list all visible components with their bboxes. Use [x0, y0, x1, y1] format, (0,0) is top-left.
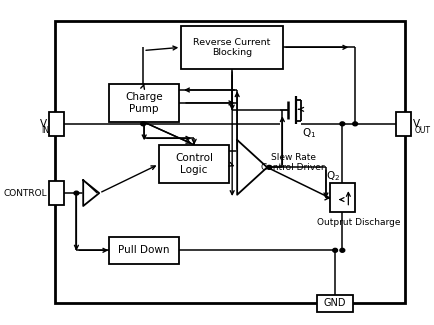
- Text: OUT: OUT: [414, 126, 430, 136]
- Text: Outprut Discharge: Outprut Discharge: [316, 218, 399, 227]
- Text: Slew Rate
Control Driver: Slew Rate Control Driver: [261, 153, 324, 172]
- Text: IN: IN: [41, 126, 49, 136]
- Circle shape: [332, 248, 337, 252]
- Bar: [395, 111, 410, 136]
- Bar: [316, 294, 352, 312]
- Bar: [49, 181, 64, 205]
- Circle shape: [352, 122, 357, 126]
- Bar: [159, 145, 229, 183]
- Bar: [109, 237, 179, 264]
- Text: V: V: [40, 119, 47, 129]
- Text: Control
Logic: Control Logic: [175, 153, 213, 175]
- Text: Q$_1$: Q$_1$: [302, 127, 316, 140]
- Bar: [329, 183, 354, 213]
- Bar: [55, 21, 404, 303]
- Text: Pull Down: Pull Down: [118, 245, 170, 255]
- Text: Reverse Current
Blocking: Reverse Current Blocking: [193, 38, 270, 57]
- Text: Q$_2$: Q$_2$: [326, 169, 339, 183]
- Text: GND: GND: [323, 298, 345, 308]
- Circle shape: [74, 191, 79, 195]
- Text: V: V: [412, 119, 419, 129]
- Circle shape: [339, 122, 344, 126]
- Polygon shape: [237, 140, 266, 195]
- Text: Charge
Pump: Charge Pump: [125, 92, 163, 114]
- Text: CONTROL: CONTROL: [3, 188, 47, 198]
- Bar: [109, 84, 179, 122]
- Bar: [49, 111, 64, 136]
- Bar: [181, 26, 283, 69]
- Circle shape: [339, 248, 344, 252]
- Circle shape: [141, 122, 145, 126]
- Circle shape: [266, 165, 271, 169]
- Polygon shape: [83, 180, 99, 206]
